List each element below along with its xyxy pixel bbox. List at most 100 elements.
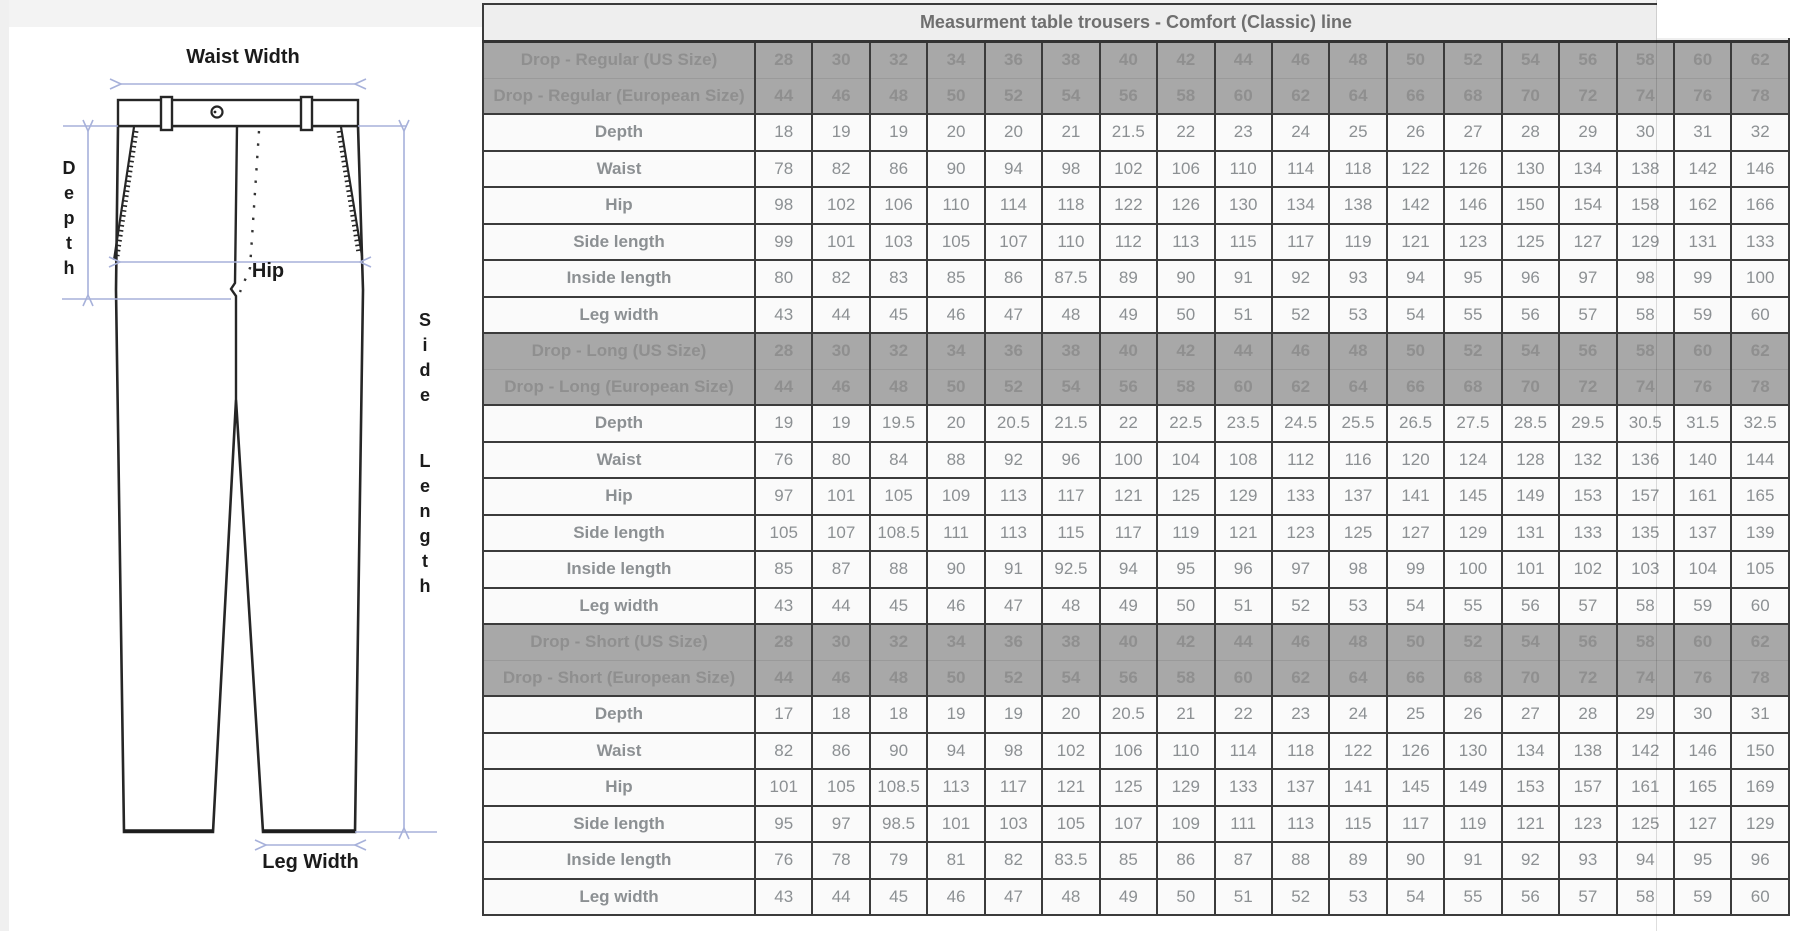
value-cell: 23.5 <box>1213 404 1273 443</box>
value-cell: 31 <box>1730 695 1790 734</box>
size-value-cell: 46 <box>811 659 871 697</box>
measurement-row: Depth 19 19 19.5 20 20.5 21.5 22 22.5 23.5 24.5 25.… <box>482 404 1790 443</box>
value-cell: 99 <box>1385 550 1446 589</box>
row-label-cell: Waist <box>482 440 756 479</box>
value-cell: 117 <box>1098 513 1159 552</box>
value-cell: 50 <box>1156 586 1216 625</box>
value-cell: 45 <box>868 295 929 334</box>
value-cell: 130 <box>1443 731 1503 770</box>
value-cell: 121 <box>1385 222 1446 261</box>
row-label-cell: Hip <box>482 768 756 807</box>
size-value-cell: 34 <box>926 332 986 370</box>
size-value-cell: 56 <box>1558 623 1618 661</box>
value-cell: 29.5 <box>1558 404 1618 443</box>
size-value-cell: 64 <box>1328 659 1388 697</box>
value-cell: 83.5 <box>1041 841 1101 880</box>
value-cell: 110 <box>1156 731 1216 770</box>
belt-loop-right <box>299 95 314 132</box>
value-cell: 106 <box>1098 731 1159 770</box>
value-cell: 134 <box>1500 731 1561 770</box>
table-top-gap <box>482 0 1657 3</box>
value-cell: 136 <box>1615 440 1676 479</box>
row-label-cell: Depth <box>482 695 756 734</box>
size-value-cell: 42 <box>1156 40 1216 79</box>
row-label-cell: Hip <box>482 186 756 225</box>
value-cell: 92.5 <box>1041 550 1101 589</box>
value-cell: 19 <box>868 113 929 152</box>
value-cell: 18 <box>868 695 929 734</box>
size-value-cell: 62 <box>1270 368 1331 406</box>
size-value-cell: 44 <box>753 368 814 406</box>
row-label-cell: Hip <box>482 477 756 516</box>
size-value-cell: 74 <box>1615 659 1676 697</box>
value-cell: 28 <box>1500 113 1561 152</box>
value-cell: 25 <box>1385 695 1446 734</box>
value-cell: 125 <box>1615 804 1676 843</box>
size-value-cell: 78 <box>1730 659 1790 697</box>
value-cell: 96 <box>1500 259 1561 298</box>
value-cell: 126 <box>1443 149 1503 188</box>
value-cell: 97 <box>1270 550 1331 589</box>
value-cell: 102 <box>1098 149 1159 188</box>
value-cell: 142 <box>1385 186 1446 225</box>
row-label-cell: Depth <box>482 113 756 152</box>
size-value-cell: 52 <box>983 77 1044 115</box>
value-cell: 43 <box>753 877 814 916</box>
value-cell: 83 <box>868 259 929 298</box>
value-cell: 88 <box>926 440 986 479</box>
size-value-cell: 62 <box>1730 40 1790 79</box>
size-value-cell: 54 <box>1500 332 1561 370</box>
size-value-cell: 56 <box>1098 368 1159 406</box>
value-cell: 86 <box>983 259 1044 298</box>
size-value-cell: 48 <box>1328 623 1388 661</box>
value-cell: 130 <box>1213 186 1273 225</box>
value-cell: 52 <box>1270 877 1331 916</box>
size-value-cell: 46 <box>1270 332 1331 370</box>
value-cell: 24.5 <box>1270 404 1331 443</box>
value-cell: 125 <box>1328 513 1388 552</box>
value-cell: 144 <box>1730 440 1790 479</box>
value-cell: 113 <box>1156 222 1216 261</box>
value-cell: 20 <box>1041 695 1101 734</box>
value-cell: 44 <box>811 586 871 625</box>
value-cell: 98 <box>1615 259 1676 298</box>
size-value-cell: 54 <box>1041 77 1101 115</box>
leg-width-label: Leg Width <box>262 851 359 873</box>
value-cell: 131 <box>1500 513 1561 552</box>
value-cell: 47 <box>983 877 1044 916</box>
size-value-cell: 50 <box>1385 332 1446 370</box>
size-value-cell: 44 <box>1213 332 1273 370</box>
value-cell: 92 <box>1270 259 1331 298</box>
value-cell: 118 <box>1270 731 1331 770</box>
value-cell: 60 <box>1730 586 1790 625</box>
value-cell: 133 <box>1270 477 1331 516</box>
size-value-cell: 44 <box>753 77 814 115</box>
page-background-strip <box>0 0 482 27</box>
size-value-cell: 56 <box>1558 40 1618 79</box>
value-cell: 118 <box>1041 186 1101 225</box>
size-value-cell: 60 <box>1672 40 1733 79</box>
value-cell: 110 <box>1041 222 1101 261</box>
value-cell: 19 <box>983 695 1044 734</box>
value-cell: 98 <box>983 731 1044 770</box>
value-cell: 43 <box>753 586 814 625</box>
value-cell: 60 <box>1730 295 1790 334</box>
value-cell: 142 <box>1615 731 1676 770</box>
value-cell: 86 <box>868 149 929 188</box>
value-cell: 112 <box>1098 222 1159 261</box>
measurement-row: Inside length 80 82 83 85 86 87.5 89 90 91 92 93 94 9… <box>482 259 1790 298</box>
measurement-row: Waist 78 82 86 90 94 98 102 106 110 114 118 122 126 13… <box>482 149 1790 188</box>
value-cell: 141 <box>1328 768 1388 807</box>
value-cell: 90 <box>868 731 929 770</box>
value-cell: 19 <box>811 113 871 152</box>
size-value-cell: 58 <box>1615 332 1676 370</box>
value-cell: 138 <box>1558 731 1618 770</box>
value-cell: 92 <box>1500 841 1561 880</box>
size-value-cell: 44 <box>753 659 814 697</box>
size-row-label-cell: Drop - Short (European Size) <box>482 659 756 697</box>
value-cell: 55 <box>1443 295 1503 334</box>
size-value-cell: 28 <box>753 332 814 370</box>
value-cell: 110 <box>1213 149 1273 188</box>
size-value-cell: 46 <box>811 368 871 406</box>
